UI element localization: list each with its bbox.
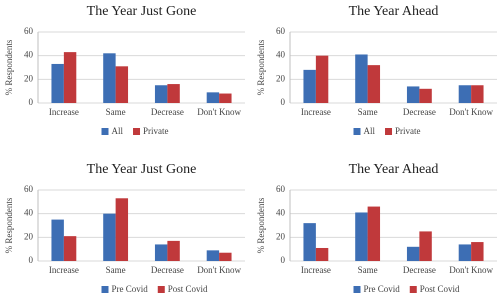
bar bbox=[167, 84, 180, 103]
legend-label: Post Covid bbox=[420, 284, 460, 294]
legend-swatch bbox=[157, 286, 165, 293]
y-tick-label: 0 bbox=[29, 97, 34, 107]
bar bbox=[458, 85, 472, 103]
legend-swatch bbox=[133, 128, 141, 135]
y-tick-label: 20 bbox=[24, 231, 34, 241]
x-tick-label: Increase bbox=[301, 107, 331, 117]
bar bbox=[115, 198, 129, 261]
x-tick-label: Don't Know bbox=[197, 107, 241, 117]
bar bbox=[303, 223, 316, 261]
x-tick-label: Don't Know bbox=[449, 107, 493, 117]
bar bbox=[419, 231, 432, 261]
bar bbox=[471, 85, 484, 103]
y-tick-label: 20 bbox=[276, 73, 286, 83]
bar bbox=[355, 212, 368, 261]
legend-label: Pre Covid bbox=[112, 284, 149, 294]
y-axis-label: % Respondents bbox=[256, 197, 266, 253]
x-tick-label: Same bbox=[358, 107, 378, 117]
bar bbox=[206, 250, 220, 261]
x-tick-label: Increase bbox=[301, 265, 331, 275]
bar bbox=[219, 252, 232, 261]
x-tick-label: Decrease bbox=[151, 107, 184, 117]
y-tick-label: 20 bbox=[24, 73, 34, 83]
x-tick-label: Don't Know bbox=[197, 265, 241, 275]
y-axis-label: % Respondents bbox=[4, 39, 14, 95]
bar bbox=[367, 206, 381, 261]
legend-swatch bbox=[385, 128, 393, 135]
bar bbox=[219, 93, 232, 103]
bar bbox=[103, 53, 116, 103]
x-tick-label: Decrease bbox=[403, 265, 436, 275]
x-tick-label: Same bbox=[106, 107, 126, 117]
x-tick-label: Increase bbox=[49, 265, 79, 275]
bar bbox=[103, 213, 116, 261]
bar bbox=[303, 69, 316, 103]
bar bbox=[206, 92, 220, 103]
y-tick-label: 0 bbox=[281, 255, 286, 265]
bar bbox=[167, 240, 180, 261]
legend-swatch bbox=[353, 286, 361, 293]
bar bbox=[367, 65, 381, 103]
bar bbox=[419, 88, 432, 103]
bar bbox=[115, 66, 129, 103]
x-tick-label: Decrease bbox=[403, 107, 436, 117]
chart-title: The Year Ahead bbox=[349, 4, 439, 19]
y-tick-label: 20 bbox=[276, 231, 286, 241]
legend-swatch bbox=[409, 286, 417, 293]
bar bbox=[63, 236, 77, 261]
y-axis-label: % Respondents bbox=[4, 197, 14, 253]
x-tick-label: Increase bbox=[49, 107, 79, 117]
legend-label: Pre Covid bbox=[364, 284, 401, 294]
y-axis-label: % Respondents bbox=[256, 39, 266, 95]
chart-title: The Year Ahead bbox=[349, 162, 439, 177]
bar bbox=[154, 85, 168, 103]
y-tick-label: 60 bbox=[276, 184, 286, 194]
legend-swatch bbox=[353, 128, 361, 135]
legend-swatch bbox=[101, 128, 109, 135]
y-tick-label: 40 bbox=[276, 50, 286, 60]
bar bbox=[51, 219, 64, 261]
legend-label: All bbox=[112, 126, 124, 136]
x-tick-label: Same bbox=[106, 265, 126, 275]
bar bbox=[63, 52, 77, 103]
y-tick-label: 40 bbox=[24, 208, 34, 218]
legend-label: Post Covid bbox=[168, 284, 208, 294]
bar bbox=[355, 54, 368, 103]
legend-label: All bbox=[364, 126, 376, 136]
bar bbox=[154, 244, 168, 261]
bar bbox=[51, 63, 64, 103]
y-tick-label: 60 bbox=[24, 26, 34, 36]
legend-label: Private bbox=[395, 126, 421, 136]
chart-title: The Year Just Gone bbox=[87, 4, 197, 19]
x-tick-label: Same bbox=[358, 265, 378, 275]
y-tick-label: 60 bbox=[24, 184, 34, 194]
y-tick-label: 60 bbox=[276, 26, 286, 36]
x-tick-label: Don't Know bbox=[449, 265, 493, 275]
x-tick-label: Decrease bbox=[151, 265, 184, 275]
legend-label: Private bbox=[143, 126, 169, 136]
y-tick-label: 40 bbox=[276, 208, 286, 218]
bar bbox=[315, 247, 329, 261]
y-tick-label: 40 bbox=[24, 50, 34, 60]
bar bbox=[315, 55, 329, 103]
legend-swatch bbox=[101, 286, 109, 293]
bar bbox=[471, 242, 484, 261]
bar bbox=[406, 246, 420, 261]
y-tick-label: 0 bbox=[29, 255, 34, 265]
y-tick-label: 0 bbox=[281, 97, 286, 107]
bar bbox=[406, 86, 420, 103]
chart-title: The Year Just Gone bbox=[87, 162, 197, 177]
bar bbox=[458, 244, 472, 261]
